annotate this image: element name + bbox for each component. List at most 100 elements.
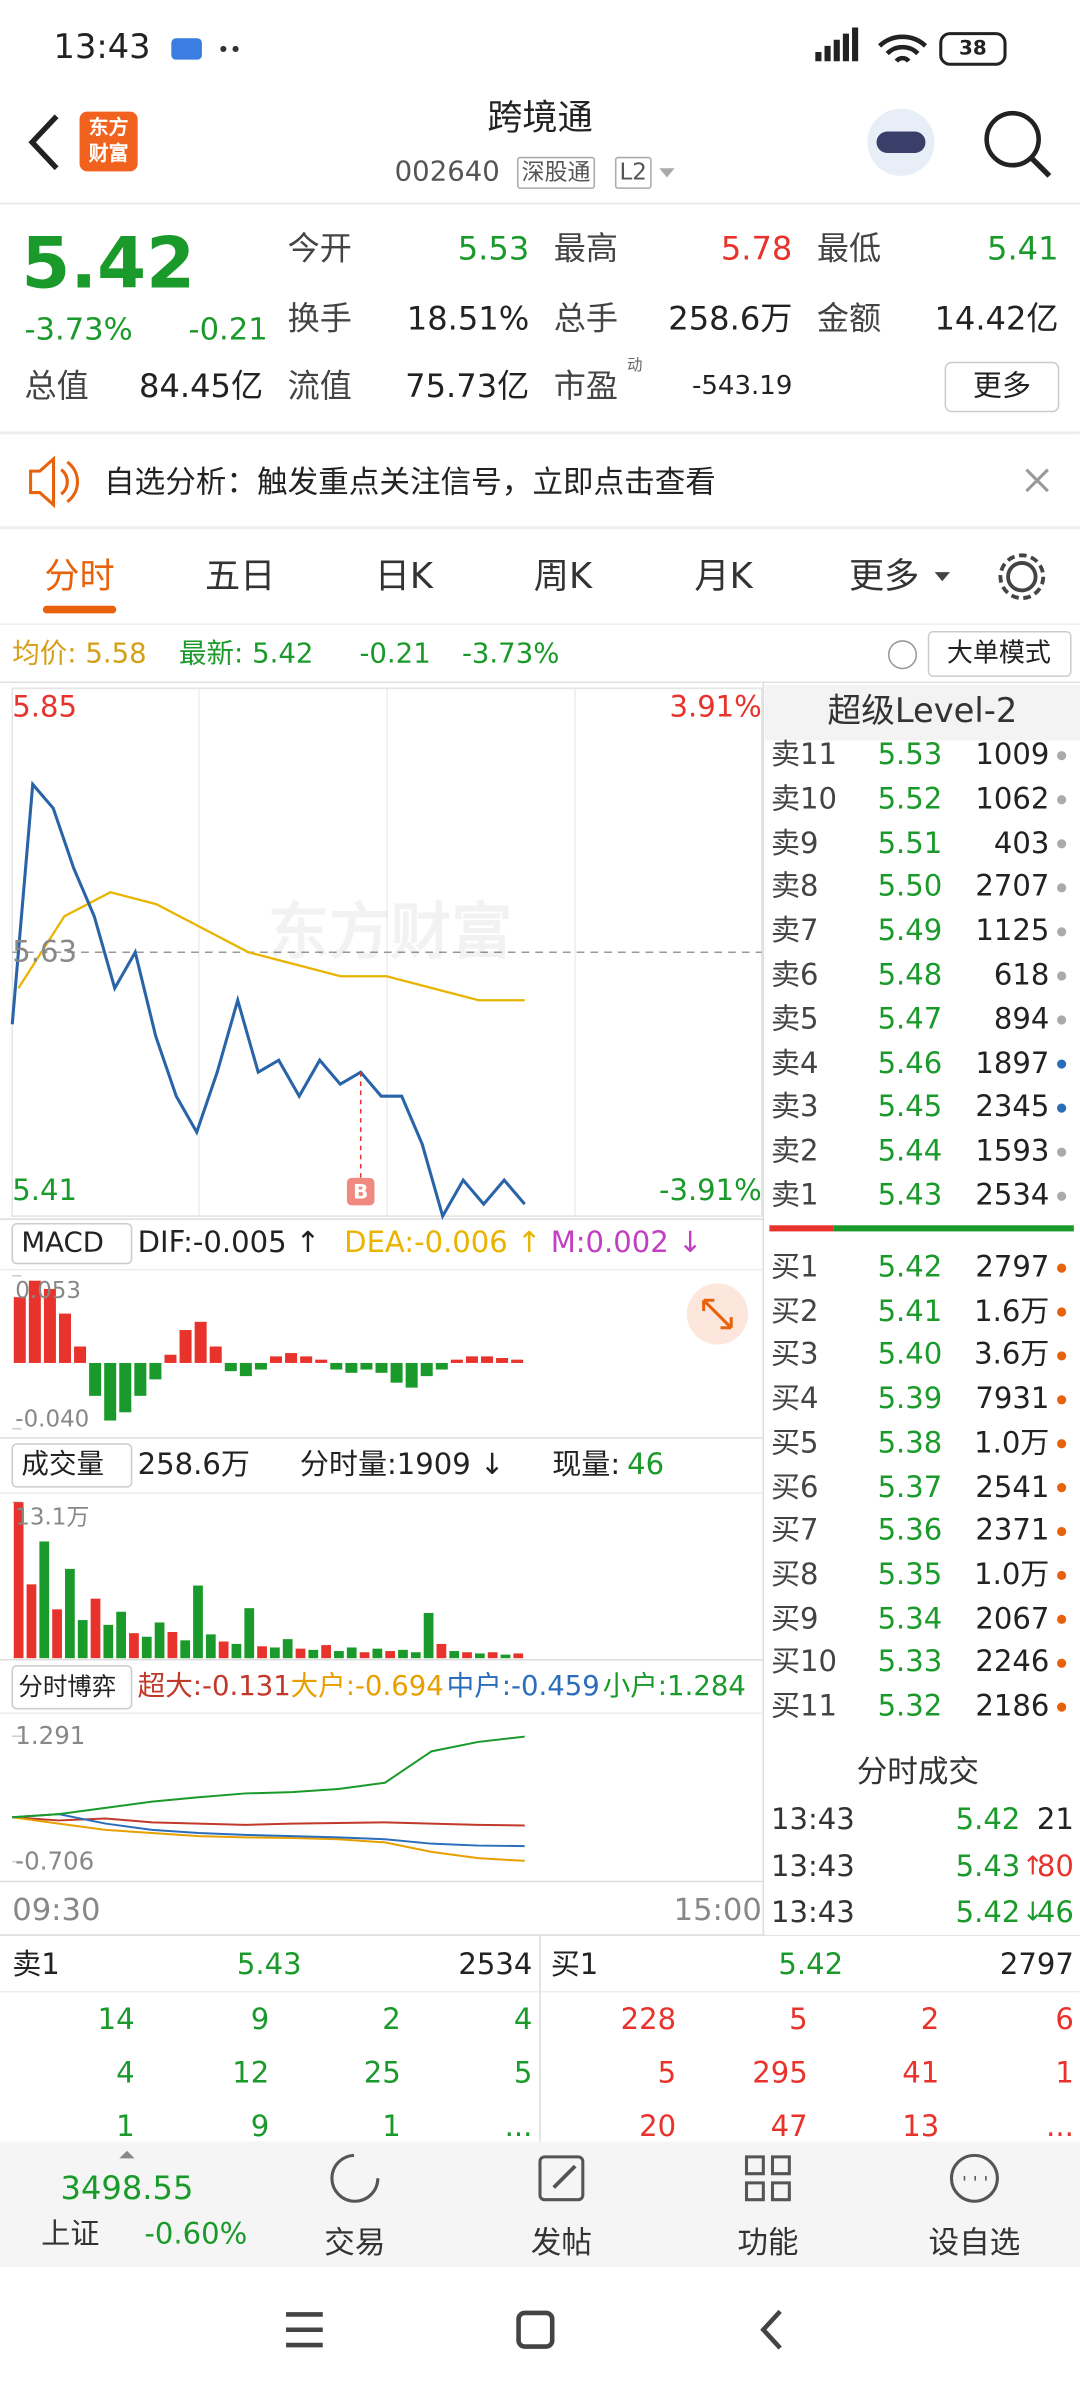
volume-bar bbox=[26, 1584, 37, 1659]
book-label: 买3 bbox=[770, 1338, 819, 1372]
macd-bar bbox=[435, 1362, 448, 1370]
function-icon[interactable] bbox=[744, 2155, 791, 2202]
book-dot bbox=[1057, 1395, 1067, 1405]
more-button-bg[interactable] bbox=[944, 361, 1060, 413]
expand-arrow[interactable] bbox=[119, 2150, 135, 2159]
book-label: 卖10 bbox=[770, 782, 838, 816]
mode-button-bg[interactable] bbox=[927, 631, 1072, 677]
nav-item[interactable]: 交易 bbox=[324, 2224, 386, 2261]
x-tick-label: 09:30 bbox=[12, 1890, 101, 1928]
post-icon[interactable] bbox=[538, 2155, 585, 2202]
indicator-select[interactable] bbox=[11, 1443, 133, 1488]
book-dot bbox=[1057, 1702, 1067, 1712]
legend-item: 中户:-0.459 bbox=[446, 1670, 600, 1703]
notice-text[interactable]: 自选分析：触发重点关注信号，立即点击查看 bbox=[104, 463, 716, 501]
buy-marker: B bbox=[353, 1181, 369, 1205]
status-time: 13:43 bbox=[53, 29, 151, 68]
macd-bar bbox=[104, 1362, 117, 1421]
change-percent: -3.73% bbox=[24, 310, 133, 348]
volume-tick: 分时量:1909 ↓ bbox=[299, 1447, 505, 1482]
depth-label: 买1 bbox=[550, 1948, 599, 1982]
system-nav-bg bbox=[0, 2267, 1080, 2400]
volume-bar bbox=[321, 1645, 331, 1659]
legend-item: 小户:1.284 bbox=[602, 1670, 746, 1703]
notice-bg bbox=[0, 432, 1080, 528]
volume-bar bbox=[295, 1648, 306, 1659]
depth-cell: 9 bbox=[250, 2003, 270, 2037]
index-value[interactable]: 3498.55 bbox=[60, 2169, 194, 2207]
trade-price: 5.43 bbox=[955, 1849, 1021, 1884]
book-price: 5.39 bbox=[877, 1382, 943, 1416]
book-price: 5.52 bbox=[877, 782, 943, 816]
book-volume: 1.0万 bbox=[974, 1557, 1050, 1592]
volume-bar bbox=[385, 1651, 396, 1659]
trade-icon[interactable] bbox=[330, 2153, 380, 2203]
stat-label: 最低 bbox=[816, 230, 882, 267]
stat-label: 换手 bbox=[287, 300, 352, 338]
macd-bar bbox=[119, 1362, 132, 1413]
stat-value: 5.53 bbox=[457, 230, 530, 267]
stat-value: 75.73亿 bbox=[405, 367, 530, 405]
volume-bar bbox=[359, 1652, 370, 1659]
macd-bar bbox=[360, 1362, 373, 1370]
index-change: -0.60% bbox=[144, 2217, 248, 2251]
indicator-select[interactable] bbox=[11, 1222, 133, 1265]
tab[interactable]: 分时 bbox=[44, 557, 115, 598]
watchlist-icon[interactable] bbox=[949, 2153, 999, 2203]
nav-item[interactable]: 设自选 bbox=[928, 2224, 1021, 2261]
macd-bar bbox=[134, 1362, 147, 1396]
book-dot bbox=[1057, 1307, 1067, 1317]
level-tag: L2 bbox=[614, 156, 652, 189]
last-price: 5.42 bbox=[21, 221, 196, 305]
search-button[interactable] bbox=[984, 110, 1041, 168]
home-key[interactable] bbox=[516, 2310, 555, 2349]
trade-price: 5.42 bbox=[955, 1802, 1021, 1837]
tab[interactable]: 月K bbox=[694, 557, 753, 598]
depth-cell: ... bbox=[504, 2110, 533, 2144]
book-dot bbox=[1057, 1059, 1067, 1069]
back-key[interactable] bbox=[760, 2309, 782, 2350]
macd-bar bbox=[254, 1362, 267, 1370]
volume-bar bbox=[487, 1652, 498, 1659]
trade-arrow: ↑ bbox=[1021, 1850, 1044, 1882]
speaker-icon bbox=[29, 455, 80, 509]
macd-bar bbox=[194, 1321, 207, 1363]
menu-key[interactable] bbox=[286, 2312, 323, 2348]
macd-bar bbox=[315, 1359, 328, 1363]
more-button[interactable]: 更多 bbox=[972, 369, 1032, 404]
marker-box bbox=[346, 1177, 375, 1206]
tab[interactable]: 周K bbox=[533, 557, 593, 598]
tab[interactable]: 更多 bbox=[848, 557, 920, 598]
macd-bar bbox=[224, 1362, 237, 1372]
book-volume: 3.6万 bbox=[974, 1338, 1050, 1372]
index-name: 上证 bbox=[41, 2217, 100, 2251]
status-icon bbox=[171, 38, 202, 60]
book-price: 5.41 bbox=[877, 1294, 943, 1329]
tab[interactable]: 五日 bbox=[204, 557, 276, 598]
macd-bar bbox=[269, 1356, 283, 1363]
settings-button[interactable] bbox=[1006, 561, 1038, 593]
stock-code: 002640 bbox=[394, 156, 500, 189]
back-button[interactable] bbox=[28, 114, 59, 171]
book-volume: 2067 bbox=[975, 1601, 1050, 1636]
macd-bar bbox=[375, 1362, 388, 1373]
search-handle bbox=[1029, 155, 1052, 178]
book-volume: 7931 bbox=[975, 1382, 1050, 1416]
dropdown-icon bbox=[934, 572, 950, 582]
indicator-select[interactable] bbox=[11, 1665, 133, 1710]
stat-note: 动 bbox=[627, 357, 643, 375]
close-button[interactable] bbox=[1025, 468, 1049, 493]
volume-bar bbox=[218, 1641, 229, 1659]
book-label: 买9 bbox=[770, 1601, 819, 1636]
flow-line bbox=[12, 1816, 525, 1862]
latest-change: -0.21 bbox=[359, 637, 431, 671]
mode-button[interactable]: 大单模式 bbox=[946, 638, 1051, 670]
tab[interactable]: 日K bbox=[374, 557, 433, 598]
help-icon[interactable] bbox=[887, 640, 918, 670]
nav-item[interactable]: 发帖 bbox=[530, 2224, 592, 2261]
status-dot bbox=[232, 45, 239, 53]
volume-bar bbox=[423, 1612, 434, 1659]
nav-item[interactable]: 功能 bbox=[737, 2224, 799, 2261]
book-volume: 2371 bbox=[975, 1513, 1050, 1548]
